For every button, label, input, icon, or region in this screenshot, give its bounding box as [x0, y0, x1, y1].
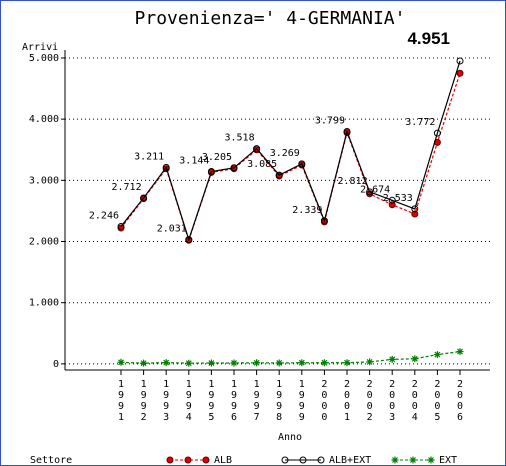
legend-marker — [281, 456, 289, 464]
legend-title: Settore — [30, 455, 72, 466]
point — [207, 168, 215, 176]
point — [185, 236, 193, 244]
legend-label: ALB — [214, 455, 232, 466]
y-tick-label: 3.000 — [29, 175, 59, 186]
point — [320, 217, 328, 225]
value-label: 2.031 — [157, 224, 187, 235]
value-label: 3.518 — [224, 133, 254, 144]
point — [388, 355, 396, 363]
legend-label: EXT — [439, 455, 457, 466]
point — [298, 160, 306, 168]
point — [456, 348, 464, 356]
legend-marker — [184, 456, 192, 464]
legend-marker — [427, 456, 435, 464]
value-label: 3.211 — [134, 151, 164, 162]
point — [162, 359, 170, 367]
point — [366, 358, 374, 366]
point — [456, 57, 464, 65]
x-axis-label: Anno — [278, 432, 302, 443]
point — [411, 210, 419, 218]
value-label: 3.205 — [202, 152, 232, 163]
point — [411, 355, 419, 363]
point — [433, 129, 441, 137]
point — [366, 188, 374, 196]
value-label: 4.951 — [407, 29, 450, 48]
point — [117, 358, 125, 366]
y-tick-label: 5.000 — [29, 53, 59, 64]
y-tick-label: 4.000 — [29, 114, 59, 125]
legend-marker — [166, 456, 174, 464]
value-label: 2.339 — [292, 205, 322, 216]
point — [343, 359, 351, 367]
point — [140, 359, 148, 367]
series-line — [120, 350, 461, 364]
point — [456, 69, 464, 77]
point — [117, 222, 125, 230]
legend-marker — [391, 456, 399, 464]
value-label: 3.772 — [405, 117, 435, 128]
point — [140, 194, 148, 202]
chart-title: Provenienza=' 4-GERMANIA' — [135, 8, 406, 29]
point — [433, 351, 441, 359]
point — [320, 359, 328, 367]
legend-marker — [202, 456, 210, 464]
value-label: 3.799 — [315, 115, 345, 126]
point — [230, 164, 238, 172]
point — [230, 359, 238, 367]
legend-marker — [409, 456, 417, 464]
legend-marker — [317, 456, 325, 464]
point — [253, 359, 261, 367]
value-label: 2.812 — [337, 176, 367, 187]
point — [411, 205, 419, 213]
value-label: 3.144 — [179, 156, 209, 167]
legend-marker — [299, 456, 307, 464]
value-label: 2.246 — [89, 210, 119, 221]
legend-label: ALB+EXT — [329, 455, 371, 466]
value-label: 3.269 — [270, 148, 300, 159]
y-tick-label: 1.000 — [29, 298, 59, 309]
point — [343, 127, 351, 135]
point — [207, 359, 215, 367]
point — [185, 359, 193, 367]
y-tick-label: 2.000 — [29, 237, 59, 248]
point — [298, 359, 306, 367]
point — [162, 163, 170, 171]
series-line — [120, 60, 461, 242]
point — [253, 145, 261, 153]
value-label: 2.533 — [383, 193, 413, 204]
value-label: 3.085 — [247, 159, 277, 170]
value-label: 2.674 — [360, 184, 390, 195]
value-label: 2.712 — [111, 182, 141, 193]
point — [388, 196, 396, 204]
y-axis-label: Arrivi — [22, 42, 58, 53]
y-tick-label: 0 — [53, 359, 59, 370]
point — [275, 171, 283, 179]
point — [275, 359, 283, 367]
